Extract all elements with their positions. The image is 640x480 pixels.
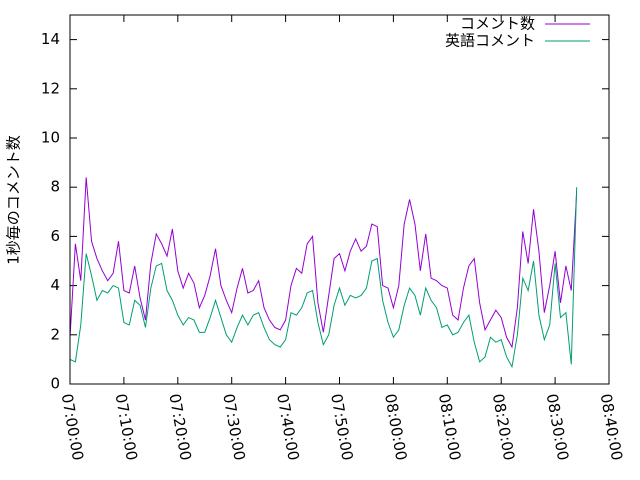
- y-tick-label: 10: [41, 129, 60, 147]
- x-tick-label: 07:50:00: [327, 392, 356, 461]
- y-tick-label: 4: [50, 276, 60, 294]
- x-tick-label: 08:40:00: [597, 392, 626, 461]
- x-tick-label: 07:10:00: [112, 392, 141, 461]
- x-tick-label: 07:00:00: [58, 392, 87, 461]
- x-tick-label: 07:20:00: [165, 392, 194, 461]
- y-tick-label: 8: [50, 178, 60, 196]
- y-tick-label: 14: [41, 30, 60, 48]
- legend-label: コメント数: [460, 15, 535, 33]
- plot-frame: [69, 14, 610, 385]
- x-tick-label: 08:20:00: [489, 392, 518, 461]
- y-tick-label: 6: [50, 227, 60, 245]
- y-axis-label: 1秒毎のコメント数: [5, 135, 23, 265]
- y-tick-label: 2: [50, 325, 60, 343]
- x-tick-label: 08:00:00: [381, 392, 410, 461]
- series-line: [69, 187, 578, 369]
- x-tick-label: 08:30:00: [543, 392, 572, 461]
- x-tick-label: 08:10:00: [435, 392, 464, 461]
- y-tick-label: 12: [41, 79, 60, 97]
- legend-label: 英語コメント: [445, 32, 535, 50]
- x-tick-label: 07:40:00: [273, 392, 302, 461]
- series-line: [69, 177, 578, 349]
- y-tick-label: 0: [50, 375, 60, 393]
- x-tick-label: 07:30:00: [219, 392, 248, 461]
